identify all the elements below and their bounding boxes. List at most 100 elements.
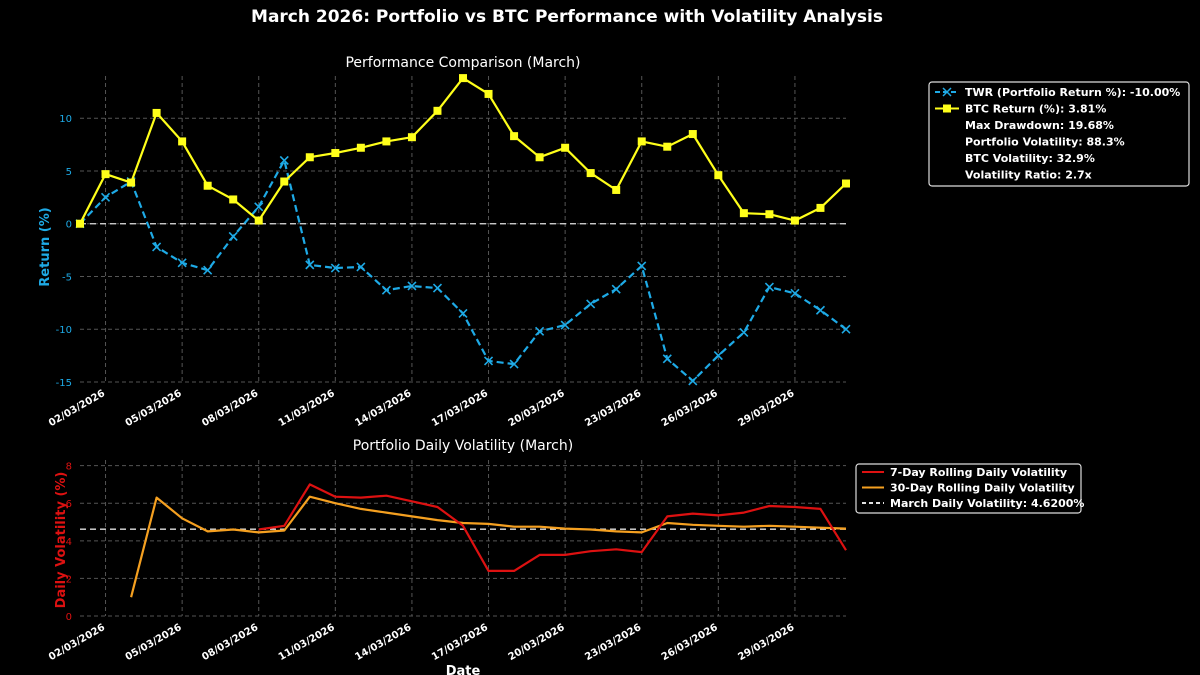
portfolio-return-point [279, 155, 289, 165]
return-axis-ticks: -15 -10 -5 0 5 10 [56, 114, 72, 389]
portfolio-return-point [713, 351, 723, 361]
legend-key-portfolio-marker [942, 87, 952, 97]
portfolio-return-point [100, 192, 111, 202]
portfolio-marker-stroke [483, 356, 494, 366]
y-tick-label: 0 [66, 220, 72, 231]
portfolio-return-point [254, 202, 264, 212]
portfolio-return-point [815, 305, 826, 315]
btc-return-point [535, 153, 544, 162]
performance-chart-title: Performance Comparison (March) [345, 55, 580, 71]
y-tick-label: 2 [66, 574, 72, 585]
portfolio-marker-stroke [509, 359, 519, 369]
return-axis-label: Return (%) [38, 207, 53, 286]
btc-return-point [382, 137, 391, 146]
legend-key-btc-marker [943, 104, 951, 113]
btc-return-point [688, 130, 697, 139]
btc-return-point [280, 177, 289, 186]
btc-return-point [203, 181, 212, 190]
portfolio-marker-stroke [432, 283, 443, 293]
portfolio-marker-stroke [305, 260, 315, 270]
portfolio-return-point [356, 262, 366, 272]
portfolio-marker-stroke [764, 282, 774, 292]
btc-return-point [510, 132, 519, 141]
btc-return-point [229, 195, 238, 204]
y-tick-label: 6 [66, 499, 72, 510]
portfolio-return-point [177, 258, 187, 268]
portfolio-marker-stroke [688, 376, 698, 386]
portfolio-marker-stroke [713, 351, 723, 361]
btc-return-point [254, 216, 263, 225]
volatility-legend-entry: 7-Day Rolling Daily Volatility [890, 466, 1067, 479]
portfolio-return-point [611, 284, 621, 294]
btc-return-point [356, 143, 365, 152]
portfolio-marker-stroke [228, 231, 238, 241]
portfolio-marker-stroke [535, 326, 545, 336]
volatility-series [130, 483, 847, 598]
y-tick-label: -10 [56, 325, 72, 336]
volatility-legend-entry: March Daily Volatility: 4.6200% [890, 497, 1084, 510]
portfolio-return-point [203, 265, 213, 275]
portfolio-marker-stroke [254, 202, 264, 212]
portfolio-marker-stroke [152, 242, 162, 252]
performance-legend: TWR (Portfolio Return %): -10.00% BTC Ret… [928, 81, 1190, 187]
portfolio-return-point [305, 260, 315, 270]
btc-return-point [842, 179, 850, 188]
portfolio-marker-stroke [381, 285, 391, 295]
btc-return-point [459, 74, 467, 83]
portfolio-return-point [535, 326, 545, 336]
portfolio-marker-stroke [841, 324, 851, 334]
portfolio-marker-stroke [177, 258, 187, 268]
btc-return-point [127, 178, 136, 187]
portfolio-return-point [841, 324, 851, 334]
btc-return-point [484, 89, 493, 98]
volatility-legend-entry: 30-Day Rolling Daily Volatility [890, 482, 1075, 495]
performance-legend-box [928, 81, 1190, 187]
performance-grid [80, 76, 846, 383]
portfolio-marker-stroke [407, 281, 417, 291]
portfolio-marker-stroke [356, 262, 366, 272]
portfolio-return-point [432, 283, 443, 293]
portfolio-marker-stroke [560, 320, 570, 330]
portfolio-return-point [637, 261, 647, 271]
portfolio-marker-stroke [739, 327, 749, 337]
portfolio-marker-stroke [586, 299, 596, 309]
btc-return-point [561, 143, 570, 152]
volatility-legend: 7-Day Rolling Daily Volatility 30-Day Rol… [855, 463, 1084, 514]
btc-return-point [101, 170, 110, 179]
portfolio-return-point [228, 231, 238, 241]
y-tick-label: 5 [66, 167, 72, 178]
volatility-chart-title: Portfolio Daily Volatility (March) [353, 438, 573, 454]
volatility-grid [80, 460, 846, 617]
performance-legend-entry: BTC Return (%): 3.81% [965, 103, 1106, 116]
y-tick-label: -5 [62, 272, 72, 283]
portfolio-return-point [509, 359, 519, 369]
y-tick-label: 0 [66, 612, 72, 623]
portfolio-marker-stroke [815, 305, 826, 315]
performance-legend-entry: Max Drawdown: 19.68% [965, 119, 1114, 132]
btc-return-point [305, 153, 314, 162]
portfolio-return-point [688, 376, 698, 386]
portfolio-return-point [483, 356, 494, 366]
portfolio-marker-stroke [458, 308, 468, 318]
portfolio-return-point [560, 320, 570, 330]
portfolio-return-point [662, 354, 672, 364]
portfolio-marker-stroke [637, 261, 647, 271]
rolling-7-day-volatility-line [258, 483, 847, 573]
btc-return-point [407, 133, 416, 142]
portfolio-marker-stroke [790, 288, 800, 298]
portfolio-return-point [381, 285, 391, 295]
performance-legend-entry: Volatility Ratio: 2.7x [965, 169, 1092, 182]
portfolio-return-point [739, 327, 749, 337]
performance-legend-entry: TWR (Portfolio Return %): -10.00% [965, 86, 1180, 99]
portfolio-return-point [330, 263, 340, 273]
portfolio-return-point [152, 242, 162, 252]
portfolio-return-point [790, 288, 800, 298]
btc-return-point [433, 106, 442, 115]
figure-title: March 2026: Portfolio vs BTC Performance… [251, 7, 883, 27]
performance-legend-entry: BTC Volatility: 32.9% [965, 152, 1095, 165]
btc-return-point [586, 169, 595, 178]
portfolio-marker-stroke [611, 284, 621, 294]
portfolio-return-point [586, 299, 596, 309]
rolling-30-day-volatility-line [130, 495, 847, 598]
volatility-legend-box [855, 463, 1082, 514]
